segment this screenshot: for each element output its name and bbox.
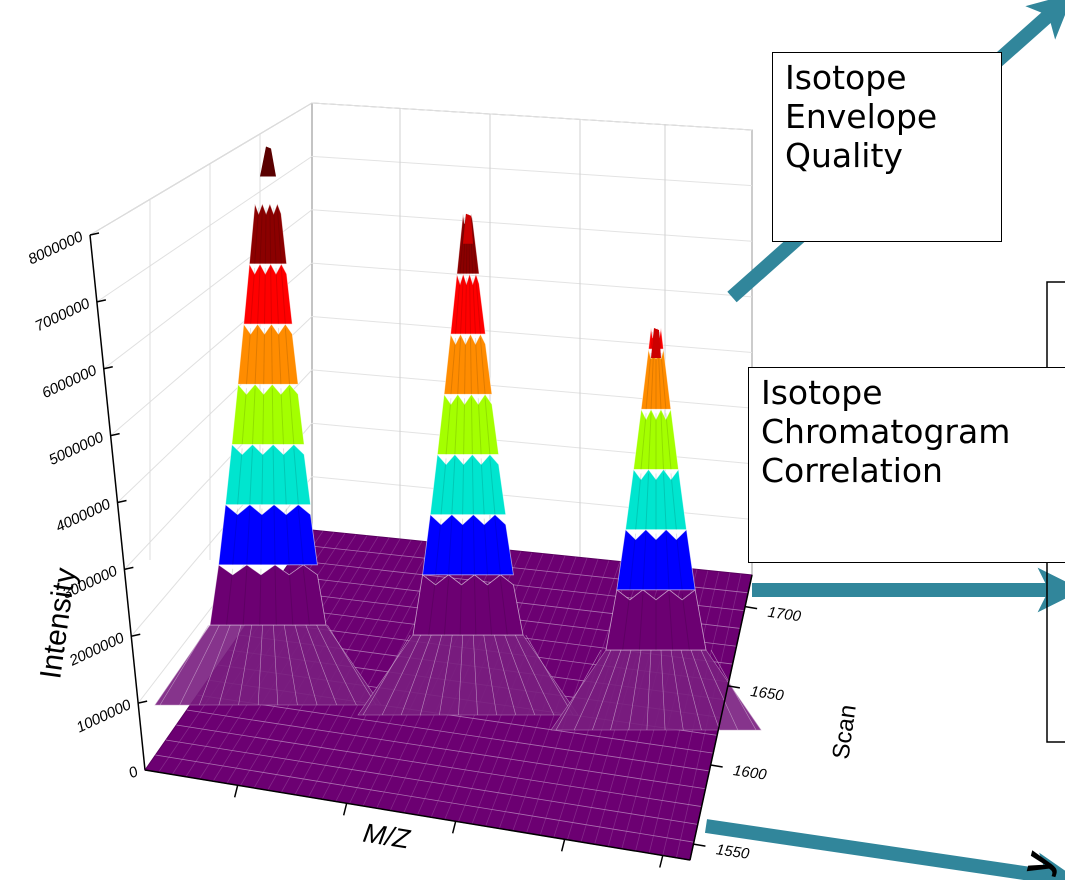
z-tick-label: 8000000 [26, 228, 87, 268]
wall-grid-line [311, 369, 753, 409]
floor-grid-line [165, 739, 698, 825]
z-tick-mark [89, 232, 100, 236]
peak-apex [260, 146, 276, 177]
mz-tick-mark [451, 821, 457, 834]
scan-tick-label: 1650 [749, 683, 785, 705]
wall-grid-line [311, 422, 753, 465]
peak-band [625, 468, 687, 531]
z-tick-label: 7000000 [32, 295, 93, 335]
callout-envelope-line3: Quality [785, 135, 903, 175]
scan-axis: 1550 1600 1650 1700 Scan [689, 574, 862, 863]
mz-axis-ticks [233, 785, 664, 868]
z-tick-mark [96, 299, 107, 303]
callout-isotope-chromatogram-correlation: Isotope Chromatogram Correlation [748, 367, 1065, 563]
mz-tick-mark [560, 839, 566, 852]
callout-envelope-line1: Isotope [785, 58, 907, 97]
peak-apex [463, 213, 473, 244]
wall-grid-line [311, 209, 753, 242]
z-tick-label: 4000000 [53, 495, 114, 535]
z-tick-label: 6000000 [39, 362, 100, 402]
peak-band [616, 528, 696, 591]
peak-band [248, 202, 288, 265]
z-tick-label: 0 [126, 763, 141, 782]
wall-grid-line [311, 262, 753, 298]
wall-grid-line [89, 102, 313, 236]
floor-grid-line [186, 709, 706, 790]
scan-tick-mark [710, 764, 723, 768]
z-tick-mark [131, 633, 141, 637]
peaks [154, 146, 762, 731]
z-tick-label: 2000000 [66, 629, 128, 670]
z-tick-label: 5000000 [46, 429, 107, 469]
floor-grid-line [294, 542, 434, 795]
isotope-peak-3 [550, 327, 762, 731]
floor-grid-line [176, 724, 702, 807]
arrow-lower [704, 819, 1065, 885]
z-tick-mark [137, 700, 148, 704]
scan-tick-label: 1550 [715, 841, 751, 863]
wall-grid-line [311, 316, 753, 353]
isotope-peak-2 [357, 213, 579, 716]
wall-grid-line [311, 102, 753, 131]
floor-grid-line [155, 754, 694, 843]
scan-tick-mark [744, 605, 758, 610]
z-tick-mark [110, 432, 120, 437]
scan-tick-label: 1600 [732, 762, 768, 784]
wall-grid-line [311, 155, 753, 187]
z-axis: 0100000020000003000000400000050000006000… [26, 228, 155, 782]
mz-axis: M/Z [144, 769, 691, 868]
mz-tick-mark [659, 855, 664, 868]
mz-axis-title: M/Z [361, 818, 413, 855]
z-tick-mark [103, 366, 113, 370]
z-tick-label: 1000000 [74, 696, 135, 736]
callout-chromatogram-line2: Chromatogram [761, 411, 1011, 451]
z-axis-ticks: 0100000020000003000000400000050000006000… [26, 228, 155, 782]
scan-tick-mark [727, 685, 741, 689]
peak-band [633, 407, 679, 470]
wall-grid-line [96, 155, 313, 303]
peak-band [456, 213, 480, 275]
scan-axis-title: Scan [827, 703, 861, 761]
mz-tick-mark [342, 803, 348, 816]
floor-grid-line [197, 694, 710, 772]
isotope-peak-1 [154, 146, 382, 706]
peak-apex [651, 327, 661, 358]
z-tick-mark [117, 499, 127, 504]
scan-axis-ticks: 1550 1600 1650 1700 [693, 604, 803, 863]
callout-chromatogram-line1: Isotope [761, 373, 883, 412]
mz-tick-mark [233, 785, 239, 798]
callout-isotope-envelope-quality: Isotope Envelope Quality [772, 52, 1002, 242]
callout-envelope-line2: Envelope [785, 96, 938, 136]
scan-tick-label: 1700 [767, 604, 803, 626]
scan-tick-mark [693, 843, 706, 847]
z-tick-mark [124, 566, 134, 571]
peak-band [605, 589, 707, 651]
callout-chromatogram-line3: Correlation [761, 450, 943, 490]
wall-grid-line [311, 476, 753, 520]
